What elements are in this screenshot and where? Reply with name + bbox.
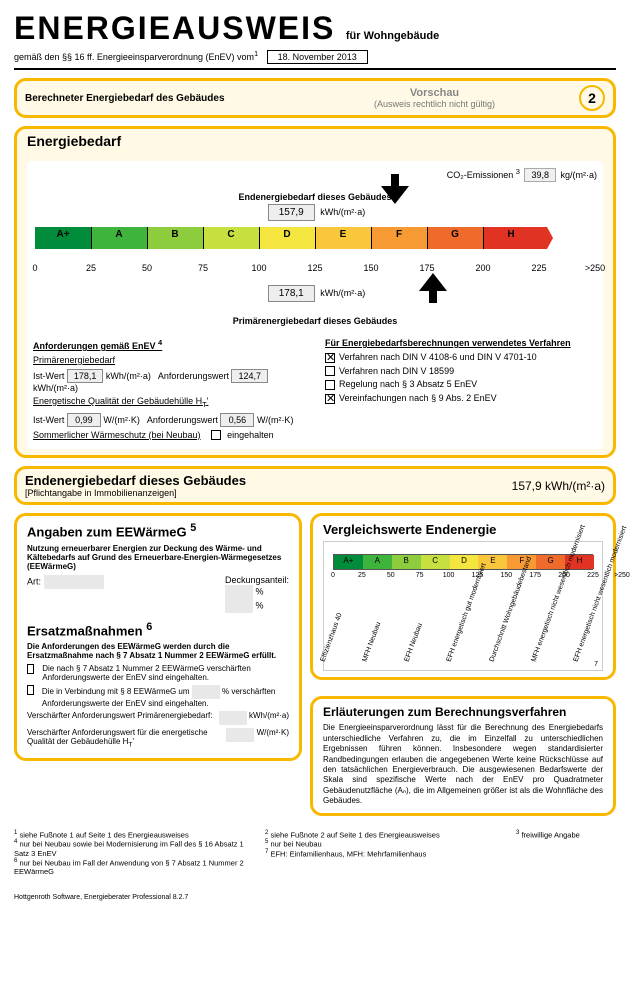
topbar-title: Berechneter Energiebedarf des Gebäudes	[25, 93, 298, 104]
software-tag: Hottgenroth Software, Energieberater Pro…	[14, 894, 616, 901]
arrow-up-icon	[419, 273, 447, 291]
checkbox-icon	[211, 430, 221, 440]
checkbox-checked-icon	[325, 353, 335, 363]
checkbox-checked-icon	[325, 394, 335, 404]
doc-title: ENERGIEAUSWEIS	[14, 10, 335, 47]
checkbox-icon	[27, 685, 34, 695]
primary-energy-value: 178,1	[268, 285, 315, 302]
energy-scale: A+ABCDEFGH	[35, 227, 595, 261]
document-header: ENERGIEAUSWEIS für Wohngebäude gemäß den…	[14, 10, 616, 70]
end-energy-value: 157,9	[268, 204, 315, 221]
arrow-down-icon	[381, 186, 409, 204]
doc-subtitle: für Wohngebäude	[346, 30, 439, 42]
requirements-right: Für Energiebedarfsberechnungen verwendet…	[325, 338, 597, 443]
page-number-badge: 2	[579, 85, 605, 111]
comparison-labels: Effizienzhaus 40MFH NeubauEFH NeubauEFH …	[333, 584, 593, 664]
topbar-panel: Berechneter Energiebedarf des Gebäudes V…	[14, 78, 616, 118]
checkbox-icon	[325, 380, 335, 390]
co2-row: CO₂-Emissionen 3 39,8 kg/(m²·a)	[33, 167, 597, 182]
primary-energy-label: Primärenergiebedarf dieses Gebäudes	[33, 316, 597, 326]
end-energy-panel: Endenergiebedarf dieses Gebäudes [Pflich…	[14, 466, 616, 505]
comparison-scale: A+ABCDEFGH	[333, 554, 593, 570]
energiebedarf-title: Energiebedarf	[17, 129, 613, 155]
checkbox-icon	[325, 366, 335, 376]
energiebedarf-panel: Energiebedarf CO₂-Emissionen 3 39,8 kg/(…	[14, 126, 616, 458]
end-energy-title: Endenergiebedarf dieses Gebäudes	[25, 473, 512, 488]
erlaeuterungen-panel: Erläuterungen zum Berechnungsverfahren D…	[310, 696, 616, 815]
regulation-text: gemäß den §§ 16 ff. Energieeinsparverord…	[14, 52, 254, 62]
vergleich-panel: Vergleichswerte Endenergie A+ABCDEFGH 02…	[310, 513, 616, 680]
end-energy-sub: [Pflichtangabe in Immobilienanzeigen]	[25, 488, 512, 498]
preview-notice: Vorschau (Ausweis rechtlich nicht gültig…	[298, 87, 571, 109]
energy-scale-ticks: 0255075100125150175200225>250	[35, 263, 595, 277]
requirements-left: Anforderungen gemäß EnEV 4 Primärenergie…	[33, 338, 305, 443]
end-energy-label: Endenergiebedarf dieses Gebäudes	[33, 192, 597, 202]
checkbox-icon	[27, 664, 34, 674]
footnotes: 1 siehe Fußnote 1 auf Seite 1 des Energi…	[14, 830, 616, 877]
regulation-date: 18. November 2013	[267, 50, 368, 64]
eewaermeg-panel: Angaben zum EEWärmeG 5 Nutzung erneuerba…	[14, 513, 302, 760]
end-energy-big-value: 157,9 kWh/(m²·a)	[512, 479, 605, 493]
